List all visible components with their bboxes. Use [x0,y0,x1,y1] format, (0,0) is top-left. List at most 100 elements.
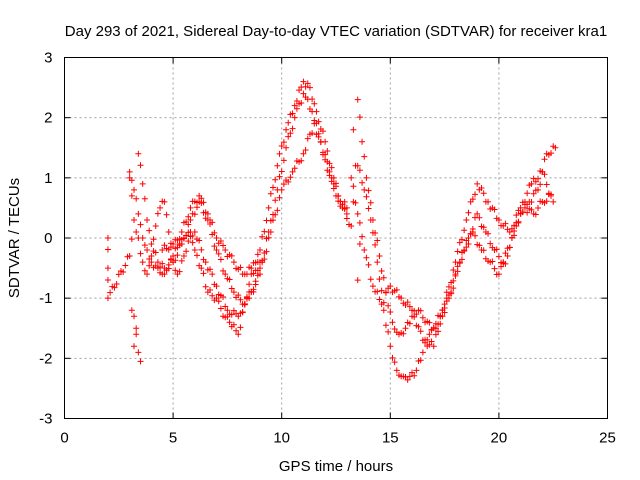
data-point [126,168,133,175]
data-point [348,174,355,181]
data-point-trail [141,267,148,274]
data-point [202,259,209,266]
data-point-trail [226,276,233,283]
data-point [445,295,452,302]
data-point [363,174,370,181]
data-point [187,204,194,211]
data-point [432,325,439,332]
data-point [265,204,272,211]
data-point [352,162,359,169]
data-point [495,271,502,278]
data-point-trail [411,313,418,320]
data-point [517,204,524,211]
data-point [170,253,177,260]
data-point [187,216,194,223]
data-point [402,325,409,332]
data-point-trail [411,372,418,379]
data-point-trail [235,292,242,299]
data-point [534,186,541,193]
data-point [289,168,296,175]
data-point-trail [465,241,472,248]
data-point-trail [289,125,296,132]
data-point-trail [276,194,283,201]
data-point-trail [328,164,335,171]
data-point-trail [361,153,368,160]
data-point-trail [237,296,244,303]
data-point-trail [267,190,274,197]
data-point-trail [495,253,502,260]
data-point [495,216,502,223]
data-point [131,216,138,223]
y-tick-label: -2 [39,350,52,367]
data-point [157,204,164,211]
y-axis-label: SDTVAR / TECUs [6,178,23,298]
data-point-trail [185,238,192,245]
data-point-trail [259,259,266,266]
data-point-trail [165,246,172,253]
data-point-trail [376,296,383,303]
data-point-trail [419,314,426,321]
data-point-trail [278,143,285,150]
data-point-trail [417,357,424,364]
data-point [463,216,470,223]
data-point [135,150,142,157]
data-point-trail [319,128,326,135]
data-point-trail [183,248,190,255]
data-point-trail [259,233,266,240]
data-point [278,186,285,193]
data-point [191,247,198,254]
data-point [154,259,161,266]
data-point [161,271,168,278]
data-point-trail [222,303,229,310]
data-point-trail [298,157,305,164]
data-point-trail [372,241,379,248]
data-point-trail [317,139,324,146]
data-point-trail [193,252,200,259]
data-point [204,210,211,217]
data-point [361,186,368,193]
data-point [131,343,138,350]
data-point-trail [280,157,287,164]
data-point-trail [237,324,244,331]
data-point-trail [137,221,144,228]
data-point-trail [400,330,407,337]
data-point-trail [385,328,392,335]
data-point-trail [448,279,455,286]
data-point-trail [243,271,250,278]
data-point-trail [115,271,122,278]
data-point-trail [200,270,207,277]
data-point-trail [511,232,518,239]
data-point-trail [378,287,385,294]
data-point [222,271,229,278]
data-point-trail [469,196,476,203]
data-point [350,126,357,133]
data-point-trail [185,221,192,228]
data-point-trail [252,281,259,288]
data-points [104,78,559,383]
data-point [198,265,205,272]
data-point [387,283,394,290]
data-point-trail [465,209,472,216]
data-point-trail [385,302,392,309]
data-point-trail [207,266,214,273]
data-point-trail [365,205,372,212]
data-point-trail [250,288,257,295]
data-point-trail [289,110,296,117]
data-point-trail [528,206,535,213]
data-point-trail [476,214,483,221]
data-point-trail [393,286,400,293]
data-point [409,307,416,314]
data-point-trail [128,236,135,243]
data-point [204,216,211,223]
data-point [426,331,433,338]
data-point-trail [415,323,422,330]
data-point-trail [176,268,183,275]
data-point-trail [211,243,218,250]
data-point-trail [217,237,224,244]
data-point-trail [104,246,111,253]
data-point [441,301,448,308]
x-tick-label: 0 [60,430,68,447]
data-point-trail [367,199,374,206]
data-point-trail [111,284,118,291]
data-point-trail [378,268,385,275]
